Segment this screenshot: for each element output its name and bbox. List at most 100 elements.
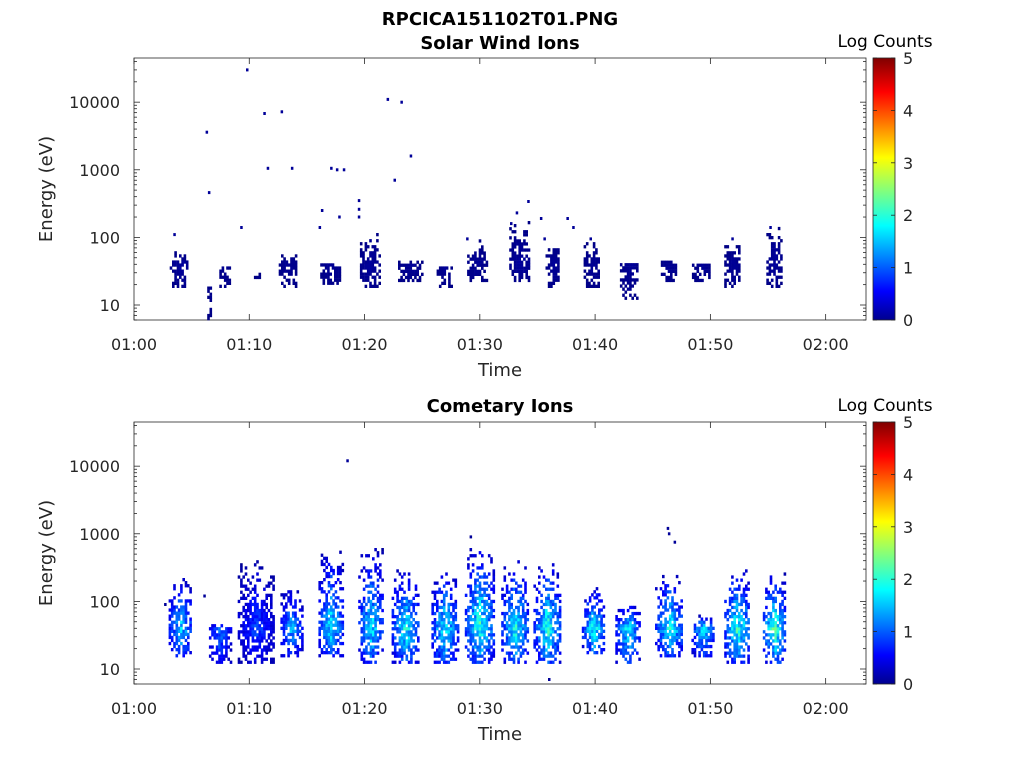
heatmap-point <box>342 168 346 172</box>
heatmap-cell <box>551 581 555 585</box>
heatmap-cell <box>229 648 233 652</box>
heatmap-cell <box>700 632 704 637</box>
heatmap-cell <box>471 618 475 622</box>
heatmap-cell <box>443 269 447 273</box>
heatmap-cell <box>762 636 766 640</box>
heatmap-cell <box>588 599 592 603</box>
heatmap-cell <box>540 630 543 634</box>
heatmap-cell <box>508 630 511 634</box>
heatmap-cell <box>740 608 743 613</box>
heatmap-cell <box>454 584 458 588</box>
heatmap-cell <box>249 651 252 655</box>
heatmap-cell <box>598 599 601 603</box>
heatmap-cell <box>665 260 668 264</box>
heatmap-point <box>667 532 671 536</box>
heatmap-cell <box>417 593 420 597</box>
heatmap-cell <box>474 269 477 273</box>
heatmap-cell <box>471 554 475 558</box>
heatmap-cell <box>515 633 518 637</box>
heatmap-cell <box>765 587 768 591</box>
heatmap-cell <box>440 657 444 661</box>
heatmap-cell <box>478 599 482 604</box>
heatmap-cell <box>738 584 741 588</box>
heatmap-cell <box>209 313 213 318</box>
heatmap-cell <box>325 638 328 643</box>
colorbar-label: Log Counts <box>837 32 932 52</box>
heatmap-cell <box>410 602 413 607</box>
heatmap-cell <box>177 651 181 655</box>
heatmap-cell <box>478 593 482 597</box>
heatmap-cell <box>168 629 172 633</box>
heatmap-cell <box>369 599 373 604</box>
heatmap-cell <box>339 565 342 570</box>
heatmap-cell <box>774 639 777 643</box>
heatmap-cell <box>469 554 473 558</box>
heatmap-cell <box>551 569 555 573</box>
heatmap-cell <box>330 651 333 655</box>
heatmap-cell <box>487 627 491 631</box>
heatmap-cell <box>176 284 180 288</box>
heatmap-cell <box>772 590 775 594</box>
heatmap-cell <box>512 633 516 637</box>
heatmap-cell <box>485 599 489 604</box>
heatmap-cell <box>524 660 527 664</box>
heatmap-cell <box>247 630 250 634</box>
heatmap-cell <box>474 596 477 600</box>
heatmap-cell <box>595 263 598 267</box>
heatmap-cell <box>440 636 444 640</box>
heatmap-cell <box>595 275 598 279</box>
heatmap-cell <box>538 654 541 658</box>
heatmap-cell <box>542 618 546 622</box>
heatmap-cell <box>184 614 188 618</box>
heatmap-cell <box>481 624 484 628</box>
heatmap-cell <box>521 611 525 616</box>
heatmap-cell <box>181 260 184 264</box>
heatmap-cell <box>481 263 484 267</box>
heatmap-cell <box>187 632 190 637</box>
heatmap-cell <box>294 641 297 646</box>
heatmap-cell <box>518 266 521 270</box>
heatmap-cell <box>410 651 413 655</box>
heatmap-cell <box>740 615 743 619</box>
heatmap-cell <box>291 629 295 633</box>
colorbar-tick-label: 2 <box>903 570 913 589</box>
heatmap-cell <box>554 651 557 655</box>
heatmap-cell <box>505 633 509 637</box>
heatmap-cell <box>527 257 531 261</box>
heatmap-cell <box>483 645 486 649</box>
heatmap-cell <box>402 272 406 276</box>
heatmap-cell <box>769 636 773 640</box>
heatmap-cell <box>735 596 739 600</box>
heatmap-cell <box>187 611 190 615</box>
heatmap-cell <box>680 623 683 627</box>
heatmap-cell <box>376 572 380 576</box>
heatmap-cell <box>516 263 519 267</box>
heatmap-cell <box>705 632 708 637</box>
heatmap-cell <box>336 638 340 643</box>
heatmap-cell <box>362 657 366 661</box>
heatmap-cell <box>527 275 531 280</box>
heatmap-cell <box>325 565 328 570</box>
heatmap-cell <box>673 629 677 633</box>
heatmap-cell <box>726 651 730 655</box>
heatmap-cell <box>280 626 283 630</box>
heatmap-cell <box>524 624 527 628</box>
heatmap-cell <box>251 621 255 625</box>
heatmap-cell <box>731 284 734 288</box>
heatmap-cell <box>554 648 557 652</box>
heatmap-cell <box>260 657 264 661</box>
heatmap-cell <box>556 633 560 637</box>
heatmap-cell <box>775 281 779 285</box>
heatmap-cell <box>173 584 176 588</box>
heatmap-cell <box>705 651 708 655</box>
heatmap-cell <box>505 639 509 643</box>
heatmap-cell <box>393 642 397 646</box>
heatmap-cell <box>485 587 489 591</box>
heatmap-cell <box>367 569 370 573</box>
heatmap-cell <box>515 605 518 610</box>
heatmap-cell <box>339 568 342 573</box>
heatmap-cell <box>360 605 364 610</box>
heatmap-cell <box>781 608 784 613</box>
heatmap-cell <box>747 657 750 661</box>
heatmap-cell <box>442 584 446 588</box>
